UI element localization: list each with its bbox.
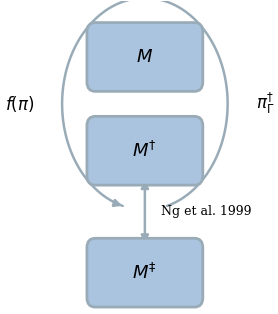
Text: Ng et al. 1999: Ng et al. 1999 xyxy=(162,205,252,218)
FancyBboxPatch shape xyxy=(87,23,203,91)
FancyBboxPatch shape xyxy=(87,116,203,185)
Text: $M$: $M$ xyxy=(136,48,153,66)
Text: $M^{\ddagger}$: $M^{\ddagger}$ xyxy=(133,263,157,283)
Text: $\pi^{\dagger}_{\Gamma}$: $\pi^{\dagger}_{\Gamma}$ xyxy=(256,91,274,116)
FancyBboxPatch shape xyxy=(87,238,203,307)
Text: $M^{\dagger}$: $M^{\dagger}$ xyxy=(133,141,157,161)
Text: $f(\pi)$: $f(\pi)$ xyxy=(5,94,34,114)
